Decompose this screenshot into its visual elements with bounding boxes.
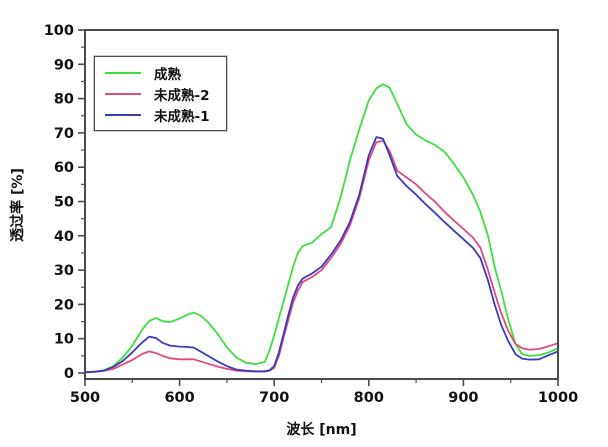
x-tick-label: 800	[354, 390, 384, 406]
legend-swatch	[105, 71, 141, 74]
y-tick-label: 90	[54, 57, 74, 73]
y-tick-label: 70	[54, 126, 74, 142]
y-tick-label: 80	[54, 92, 74, 108]
series-line-1	[84, 139, 559, 374]
y-tick-label: 100	[44, 23, 74, 39]
legend-label: 成熟	[154, 66, 181, 83]
legend-swatch	[105, 92, 141, 95]
legend-label: 未成熟-2	[154, 87, 210, 104]
y-tick-label: 50	[54, 195, 74, 211]
y-tick-label: 0	[64, 366, 74, 382]
legend-item-0: 成熟	[105, 62, 210, 83]
x-tick-label: 500	[70, 390, 100, 406]
series-line-2	[84, 136, 559, 374]
plot-frame	[84, 29, 559, 380]
x-tick-label: 700	[259, 390, 289, 406]
y-axis-title: 透过率 [%]	[10, 168, 26, 242]
y-tick-label: 10	[54, 332, 74, 348]
x-tick-label: 600	[164, 390, 194, 406]
legend-label: 未成熟-1	[154, 108, 210, 125]
legend-item-1: 未成熟-2	[105, 83, 210, 104]
series-line-0	[84, 83, 559, 374]
y-tick-label: 40	[54, 229, 74, 245]
x-tick-label: 900	[448, 390, 478, 406]
x-axis-title: 波长 [nm]	[286, 422, 357, 438]
legend: 成熟未成熟-2 未成熟-1	[94, 56, 227, 131]
y-tick-label: 60	[54, 160, 74, 176]
x-tick-label: 1000	[538, 390, 578, 406]
y-tick-label: 20	[54, 297, 74, 313]
legend-swatch	[105, 113, 141, 116]
y-tick-label: 30	[54, 263, 74, 279]
legend-item-2: 未成熟-1	[105, 104, 210, 125]
